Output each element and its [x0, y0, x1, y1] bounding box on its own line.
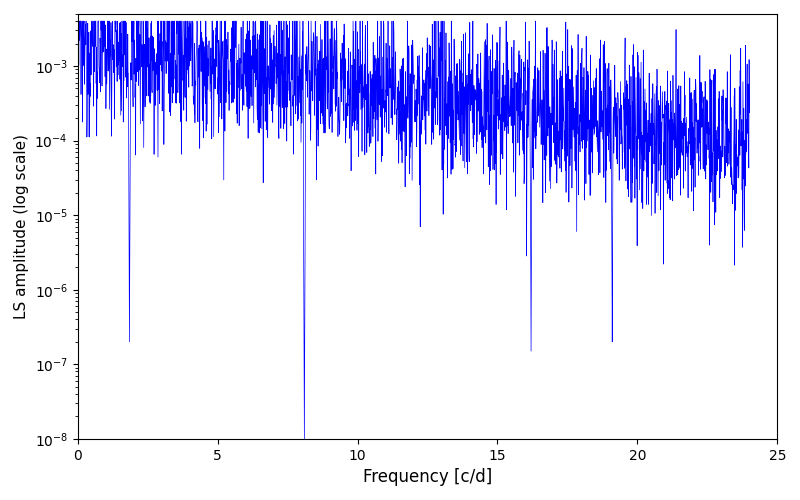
- X-axis label: Frequency [c/d]: Frequency [c/d]: [363, 468, 492, 486]
- Y-axis label: LS amplitude (log scale): LS amplitude (log scale): [14, 134, 29, 319]
